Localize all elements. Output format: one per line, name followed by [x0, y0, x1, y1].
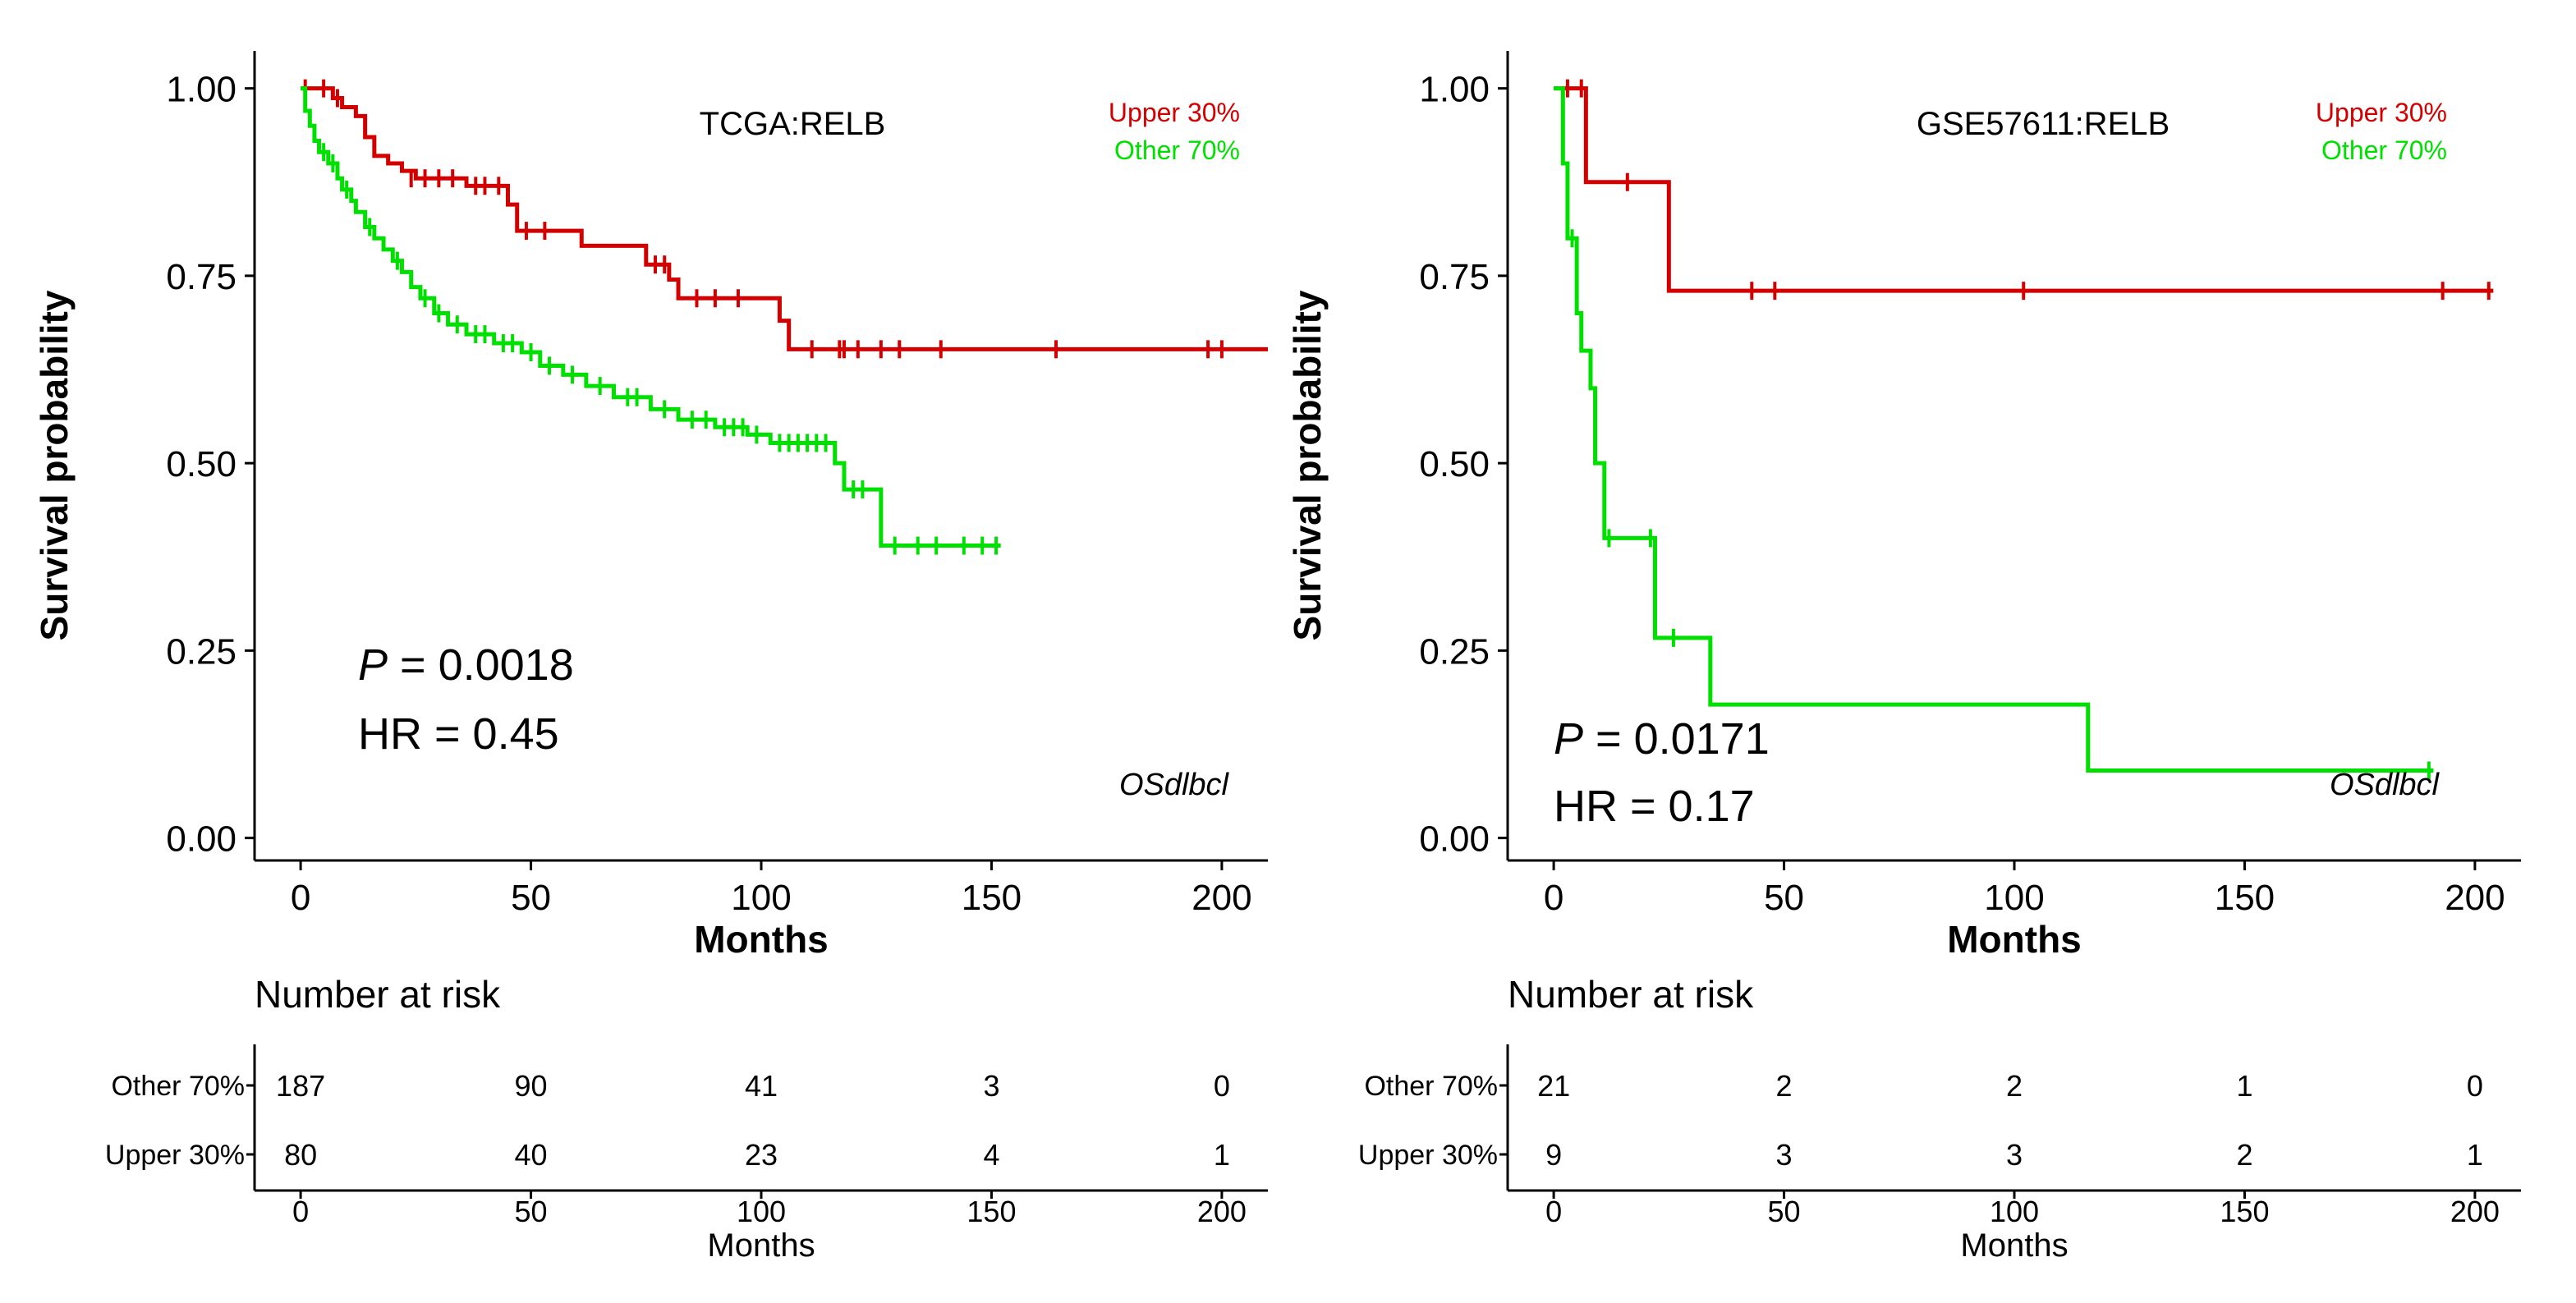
risk-count: 0	[2467, 1069, 2483, 1103]
risk-x-tick-label: 150	[2220, 1195, 2269, 1228]
x-tick-label: 0	[291, 878, 310, 918]
hazard-ratio-text: HR = 0.45	[358, 709, 559, 759]
y-tick-label: 0.00	[1419, 819, 1490, 860]
risk-table-title: Number at risk	[1508, 973, 1754, 1016]
risk-x-tick-label: 150	[967, 1195, 1016, 1228]
y-axis-label: Survival probability	[33, 290, 76, 640]
y-axis-label: Survival probability	[1286, 290, 1329, 640]
legend-entry: Other 70%	[1114, 135, 1240, 165]
cohort-label: OSdlbcl	[1119, 768, 1230, 802]
y-tick-label: 0.00	[166, 819, 236, 860]
p-symbol: P	[1554, 714, 1583, 764]
risk-count: 9	[1545, 1138, 1562, 1172]
risk-x-axis-label: Months	[1960, 1227, 2068, 1264]
risk-count: 41	[745, 1069, 778, 1103]
y-tick-label: 0.75	[166, 257, 236, 297]
x-tick-label: 0	[1544, 878, 1564, 918]
y-tick-label: 0.25	[166, 631, 236, 672]
x-axis-label: Months	[1947, 918, 2082, 961]
cohort-label: OSdlbcl	[2330, 768, 2441, 802]
risk-x-tick-label: 50	[1768, 1195, 1801, 1228]
risk-count: 1	[2236, 1069, 2252, 1103]
y-tick-label: 0.25	[1419, 631, 1490, 672]
p-value-text: P = 0.0018	[358, 640, 574, 690]
risk-x-tick-label: 100	[1990, 1195, 2039, 1228]
hazard-ratio-text: HR = 0.17	[1554, 782, 1755, 831]
risk-x-tick-label: 200	[1197, 1195, 1247, 1228]
y-tick-label: 1.00	[166, 70, 236, 110]
x-axis-label: Months	[694, 918, 829, 961]
y-tick-label: 0.50	[166, 444, 236, 484]
x-tick-label: 50	[511, 878, 551, 918]
x-tick-label: 150	[962, 878, 1022, 918]
risk-count: 23	[745, 1138, 778, 1172]
risk-row-label: Upper 30%	[105, 1140, 245, 1171]
x-tick-label: 150	[2215, 878, 2275, 918]
p-value: = 0.0171	[1583, 714, 1770, 764]
survival-curve-other	[1554, 86, 2434, 773]
risk-row-label: Upper 30%	[1358, 1140, 1498, 1171]
x-tick-label: 200	[2445, 878, 2505, 918]
km-panel-2: 0.00 0.25 0.50 0.75 1.00 0 50 100 150 200 Months Su…	[1286, 51, 2521, 961]
risk-count: 4	[983, 1138, 999, 1172]
risk-row-label: Other 70%	[111, 1071, 245, 1102]
risk-count: 80	[284, 1138, 317, 1172]
risk-count: 3	[1776, 1138, 1793, 1172]
legend-entry: Upper 30%	[1109, 98, 1240, 127]
risk-count: 3	[2006, 1138, 2023, 1172]
risk-x-tick-label: 50	[515, 1195, 548, 1228]
survival-curve-upper	[301, 86, 1268, 351]
km-panel-1: 0.00 0.25 0.50 0.75 1.00 0 50 100 150 200 Months Su…	[33, 51, 1268, 961]
risk-count: 21	[1537, 1069, 1570, 1103]
p-symbol: P	[358, 640, 388, 690]
risk-count: 90	[515, 1069, 548, 1103]
risk-row-label: Other 70%	[1364, 1071, 1498, 1102]
survival-curve-other	[301, 86, 1001, 548]
legend-entry: Upper 30%	[2316, 98, 2447, 127]
x-tick-label: 100	[1984, 878, 2044, 918]
risk-x-tick-label: 0	[292, 1195, 309, 1228]
chart-title: GSE57611:RELB	[1917, 106, 2170, 142]
risk-table-title: Number at risk	[255, 973, 501, 1016]
risk-count: 3	[983, 1069, 999, 1103]
x-tick-label: 50	[1764, 878, 1804, 918]
risk-count: 187	[276, 1069, 325, 1103]
risk-x-tick-label: 100	[737, 1195, 786, 1228]
risk-count: 1	[1214, 1138, 1230, 1172]
p-value-text: P = 0.0171	[1554, 714, 1770, 764]
risk-x-axis-label: Months	[707, 1227, 815, 1264]
y-tick-label: 0.50	[1419, 444, 1490, 484]
risk-count: 0	[1214, 1069, 1230, 1103]
risk-count: 2	[1776, 1069, 1793, 1103]
risk-count: 40	[515, 1138, 548, 1172]
risk-count: 1	[2467, 1138, 2483, 1172]
risk-x-tick-label: 0	[1545, 1195, 1562, 1228]
chart-title: TCGA:RELB	[700, 106, 886, 142]
y-tick-label: 1.00	[1419, 70, 1490, 110]
risk-x-tick-label: 200	[2450, 1195, 2500, 1228]
x-tick-label: 100	[731, 878, 791, 918]
risk-count: 2	[2006, 1069, 2023, 1103]
risk-count: 2	[2236, 1138, 2252, 1172]
y-tick-label: 0.75	[1419, 257, 1490, 297]
x-tick-label: 200	[1192, 878, 1251, 918]
legend-entry: Other 70%	[2321, 135, 2447, 165]
p-value: = 0.0018	[388, 640, 574, 690]
